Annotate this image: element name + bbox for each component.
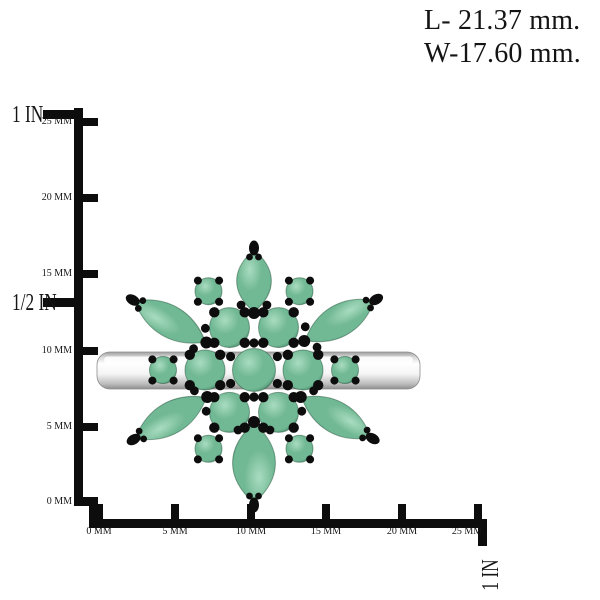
center-round-stone [232,348,276,392]
vruler-tick-5mm [83,423,98,431]
length-measurement-label: L- 21.37 mm. [424,5,581,36]
vruler-label-5mm: 5 MM [46,421,72,432]
vruler-tick-20mm [83,194,98,202]
vruler-label-10mm: 10 MM [41,345,72,356]
vruler-label-0mm: 0 MM [46,496,72,507]
vruler-label-25mm: 25 MM [41,116,72,127]
vruler-tick-25mm [83,118,98,126]
emerald-cluster-ring-image [96,240,421,513]
small-round-stone [331,356,359,384]
hruler-tick-10mm [247,504,255,520]
stone-cluster [133,249,376,504]
hruler-tick-15mm [322,504,330,520]
medium-round-stone [282,349,324,391]
small-round-stone [149,356,177,384]
prongs [125,240,384,513]
hruler-label-0mm: 0 MM [86,526,112,537]
medium-round-stone [184,349,226,391]
hruler-bar [89,519,487,528]
vruler-label-20mm: 20 MM [41,192,72,203]
vruler-tick-half-in [43,298,74,307]
small-round-stone [285,434,314,463]
hruler-tick-20mm [398,504,406,520]
hruler-label-10mm: 10 MM [235,526,267,537]
vruler-tick-10mm [83,347,98,355]
hruler-label-5mm: 5 MM [162,526,188,537]
hruler-label-25mm: 25 MM [451,526,483,537]
hruler-tick-25mm [474,504,482,520]
vruler-tick-15mm [83,270,98,278]
vruler-corner-step-h [74,497,98,506]
marquise-stone [232,422,276,504]
small-round-stone [285,277,314,306]
hruler-label-20mm: 20 MM [386,526,418,537]
small-round-stone [194,434,223,463]
hruler-label-1in: 1 IN [478,559,504,591]
vruler-bar [74,108,83,505]
hruler-label-15mm: 15 MM [310,526,342,537]
vruler-label-15mm: 15 MM [41,268,72,279]
vruler-tick-1in [43,110,74,119]
vruler-corner-step-v [89,497,98,527]
small-round-stone [194,277,223,306]
hruler-tick-0mm [95,504,103,520]
width-measurement-label: W-17.60 mm. [424,38,581,69]
hruler-tick-5mm [171,504,179,520]
vruler-label-1in: 1 IN [12,102,44,128]
hruler-corner-down [478,519,487,546]
vruler-label-halfin: 1/2 IN [12,290,57,316]
medium-round-stone [258,307,299,349]
